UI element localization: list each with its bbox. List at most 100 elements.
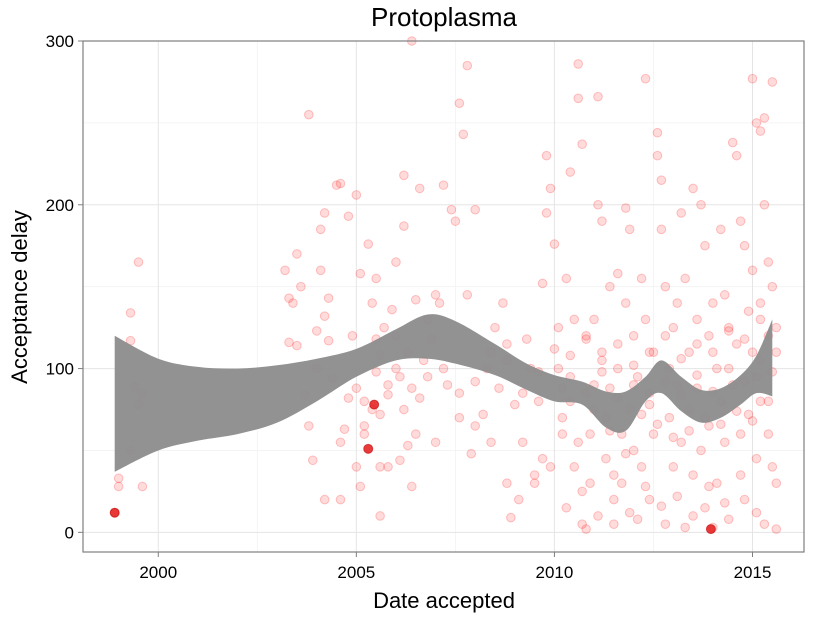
data-point xyxy=(628,331,639,341)
data-point xyxy=(359,396,370,407)
data-point xyxy=(684,347,694,357)
data-point xyxy=(304,109,314,120)
data-point xyxy=(375,511,385,521)
data-point xyxy=(371,273,381,284)
data-point xyxy=(470,204,480,215)
data-point xyxy=(137,481,148,492)
data-point xyxy=(672,491,683,502)
y-tick-label: 300 xyxy=(46,32,74,51)
data-point xyxy=(609,519,619,529)
data-point xyxy=(597,347,607,357)
plot-panel xyxy=(83,41,804,552)
data-point xyxy=(684,426,694,436)
data-point xyxy=(652,419,663,430)
data-point xyxy=(660,519,671,529)
data-point xyxy=(723,363,734,374)
y-axis-title: Acceptance delay xyxy=(7,210,32,384)
data-point xyxy=(624,224,635,235)
data-point xyxy=(680,273,690,284)
data-point xyxy=(521,334,532,344)
x-tick-label: 2000 xyxy=(139,563,177,582)
data-point xyxy=(624,507,635,518)
data-point xyxy=(383,389,393,400)
data-point xyxy=(557,429,568,439)
data-point xyxy=(466,448,477,459)
data-point xyxy=(506,512,516,523)
data-point xyxy=(656,175,667,186)
data-point xyxy=(589,314,599,325)
data-point xyxy=(640,314,651,325)
data-point xyxy=(414,183,425,194)
x-axis-title: Date accepted xyxy=(373,588,515,613)
data-point xyxy=(113,473,124,484)
data-point xyxy=(613,339,623,349)
data-point xyxy=(763,429,774,439)
data-point xyxy=(529,478,540,489)
data-point xyxy=(613,363,623,374)
data-point xyxy=(319,208,330,218)
data-point xyxy=(581,334,591,344)
data-point xyxy=(727,137,738,148)
highlighted-points xyxy=(109,399,716,535)
data-point xyxy=(723,326,734,336)
data-point xyxy=(292,340,302,351)
data-point xyxy=(407,481,417,492)
plot-border xyxy=(82,40,805,553)
data-point xyxy=(442,380,453,390)
data-point xyxy=(747,265,758,276)
data-point xyxy=(696,199,706,210)
data-point xyxy=(680,522,690,533)
data-point xyxy=(620,448,631,459)
data-point xyxy=(502,478,512,489)
data-point xyxy=(735,470,746,480)
data-point xyxy=(553,322,564,333)
data-point xyxy=(620,298,631,308)
x-tick-label: 2010 xyxy=(536,563,574,582)
data-point xyxy=(307,455,318,466)
data-point xyxy=(759,113,770,123)
data-point xyxy=(450,216,461,226)
data-point xyxy=(739,494,750,505)
data-point xyxy=(609,494,619,505)
data-point xyxy=(323,335,334,346)
data-point xyxy=(609,470,619,480)
data-point xyxy=(573,59,583,69)
y-tick-label: 0 xyxy=(65,523,74,542)
data-point xyxy=(533,396,544,407)
data-point xyxy=(688,183,698,194)
data-point xyxy=(751,507,762,518)
data-point xyxy=(644,347,655,357)
data-point xyxy=(292,249,302,259)
data-point xyxy=(692,339,702,349)
x-tick-label: 2005 xyxy=(337,563,375,582)
data-point xyxy=(561,273,572,284)
data-point xyxy=(763,257,774,267)
data-point xyxy=(541,150,552,161)
data-point xyxy=(359,429,370,439)
data-point xyxy=(668,432,679,443)
data-point xyxy=(712,478,722,489)
data-point xyxy=(767,77,778,87)
data-point xyxy=(323,293,334,303)
data-point xyxy=(716,224,726,235)
data-point xyxy=(407,383,417,394)
data-point xyxy=(652,127,663,138)
data-point xyxy=(557,412,568,423)
data-point xyxy=(359,421,370,431)
data-point xyxy=(656,501,667,511)
data-point xyxy=(628,360,639,371)
data-point xyxy=(438,180,449,190)
data-point xyxy=(648,429,659,439)
y-axis: 0 100 200 300 xyxy=(46,32,83,542)
data-point xyxy=(747,73,758,84)
data-point xyxy=(636,462,647,472)
data-point xyxy=(640,73,651,84)
data-point xyxy=(723,322,734,333)
data-point xyxy=(700,240,710,251)
data-point xyxy=(383,380,393,390)
data-point xyxy=(597,355,607,366)
y-tick-label: 100 xyxy=(46,360,74,379)
data-point xyxy=(335,437,346,448)
data-point xyxy=(601,453,611,464)
data-point xyxy=(581,331,591,341)
